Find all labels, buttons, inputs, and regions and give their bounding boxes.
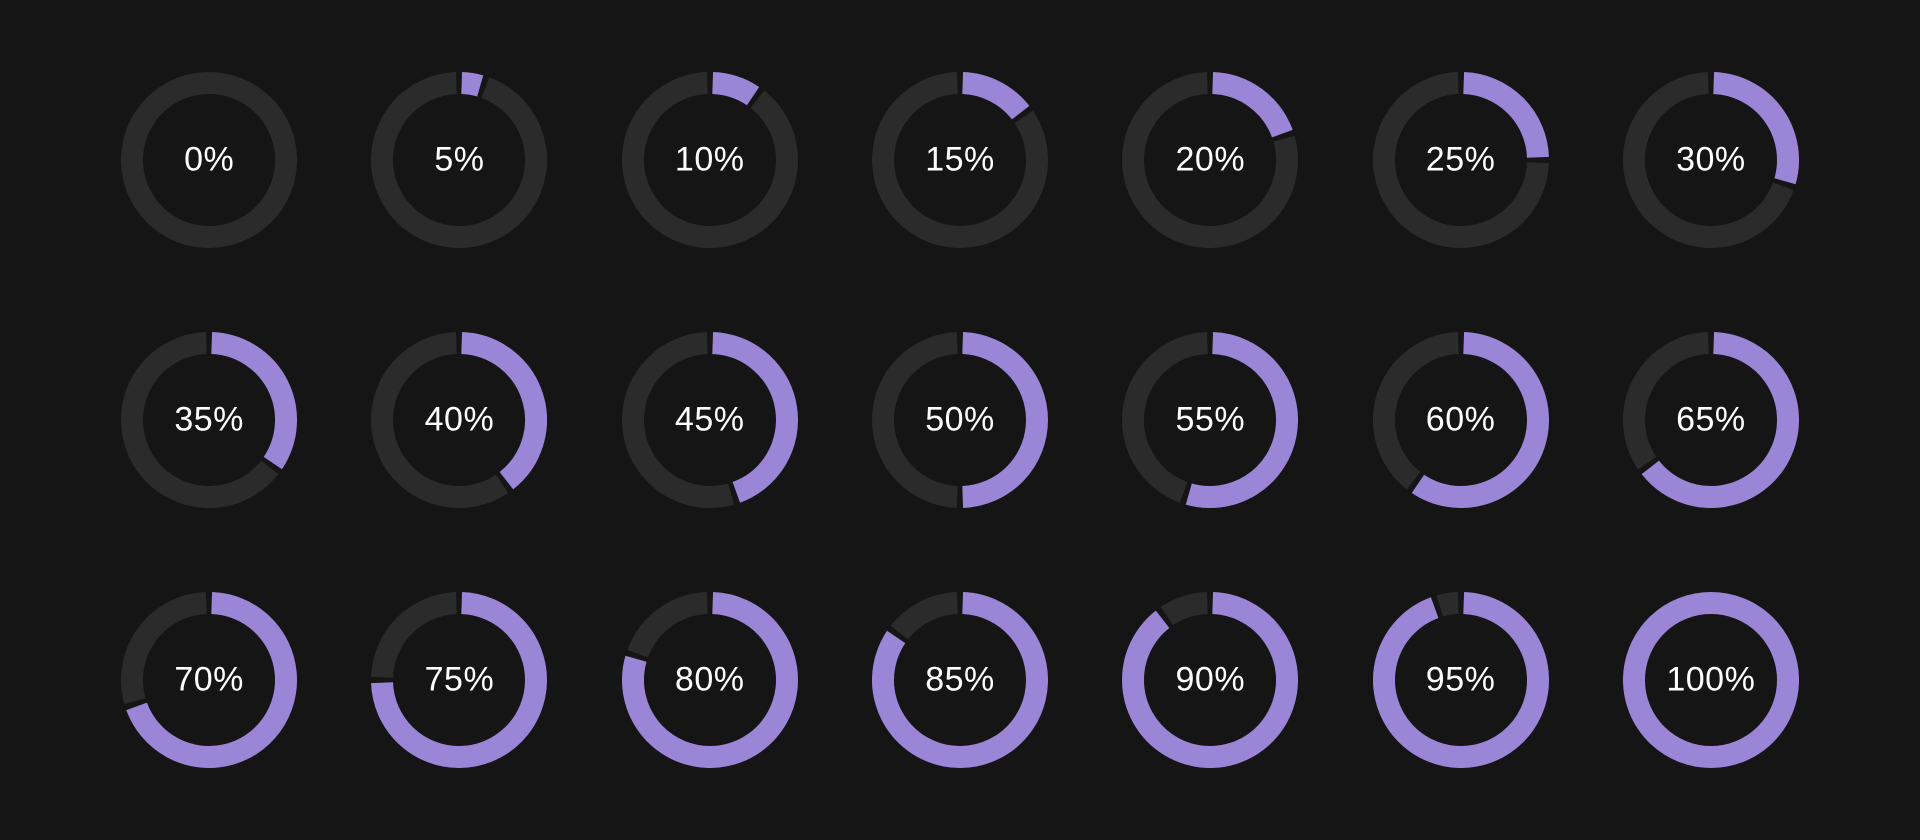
progress-ring: 50% <box>871 320 1049 520</box>
progress-ring: 65% <box>1622 320 1800 520</box>
progress-ring-label: 10% <box>675 141 745 180</box>
progress-ring-label: 55% <box>1176 401 1246 440</box>
progress-ring-label: 75% <box>425 661 495 700</box>
progress-ring-label: 45% <box>675 401 745 440</box>
progress-ring: 30% <box>1622 60 1800 260</box>
progress-ring: 75% <box>370 580 548 780</box>
progress-ring: 45% <box>621 320 799 520</box>
progress-ring: 0% <box>120 60 298 260</box>
progress-ring: 90% <box>1121 580 1299 780</box>
progress-ring: 5% <box>370 60 548 260</box>
progress-ring-label: 80% <box>675 661 745 700</box>
progress-ring-label: 60% <box>1426 401 1496 440</box>
progress-ring: 15% <box>871 60 1049 260</box>
progress-ring: 85% <box>871 580 1049 780</box>
progress-ring: 25% <box>1371 60 1549 260</box>
progress-ring-label: 50% <box>925 401 995 440</box>
progress-ring-label: 90% <box>1176 661 1246 700</box>
progress-ring-label: 30% <box>1676 141 1746 180</box>
progress-ring: 20% <box>1121 60 1299 260</box>
progress-ring-label: 20% <box>1176 141 1246 180</box>
progress-ring-label: 70% <box>174 661 244 700</box>
progress-ring-label: 5% <box>434 141 484 180</box>
progress-ring-label: 40% <box>425 401 495 440</box>
progress-ring-label: 15% <box>925 141 995 180</box>
progress-ring: 60% <box>1371 320 1549 520</box>
progress-ring: 10% <box>621 60 799 260</box>
progress-ring-grid: 0% 5% 10% 15% 20% 25% 30% 35% 40% 45% 50% 55% 60% 65%… <box>0 0 1920 840</box>
progress-ring: 55% <box>1121 320 1299 520</box>
progress-ring: 35% <box>120 320 298 520</box>
progress-ring-label: 0% <box>184 141 234 180</box>
progress-ring: 70% <box>120 580 298 780</box>
progress-ring: 95% <box>1371 580 1549 780</box>
progress-ring-label: 100% <box>1666 661 1755 700</box>
progress-ring: 80% <box>621 580 799 780</box>
progress-ring: 100% <box>1622 580 1800 780</box>
progress-ring-label: 65% <box>1676 401 1746 440</box>
progress-ring-label: 25% <box>1426 141 1496 180</box>
progress-ring-label: 95% <box>1426 661 1496 700</box>
progress-ring: 40% <box>370 320 548 520</box>
progress-ring-label: 85% <box>925 661 995 700</box>
progress-ring-label: 35% <box>174 401 244 440</box>
